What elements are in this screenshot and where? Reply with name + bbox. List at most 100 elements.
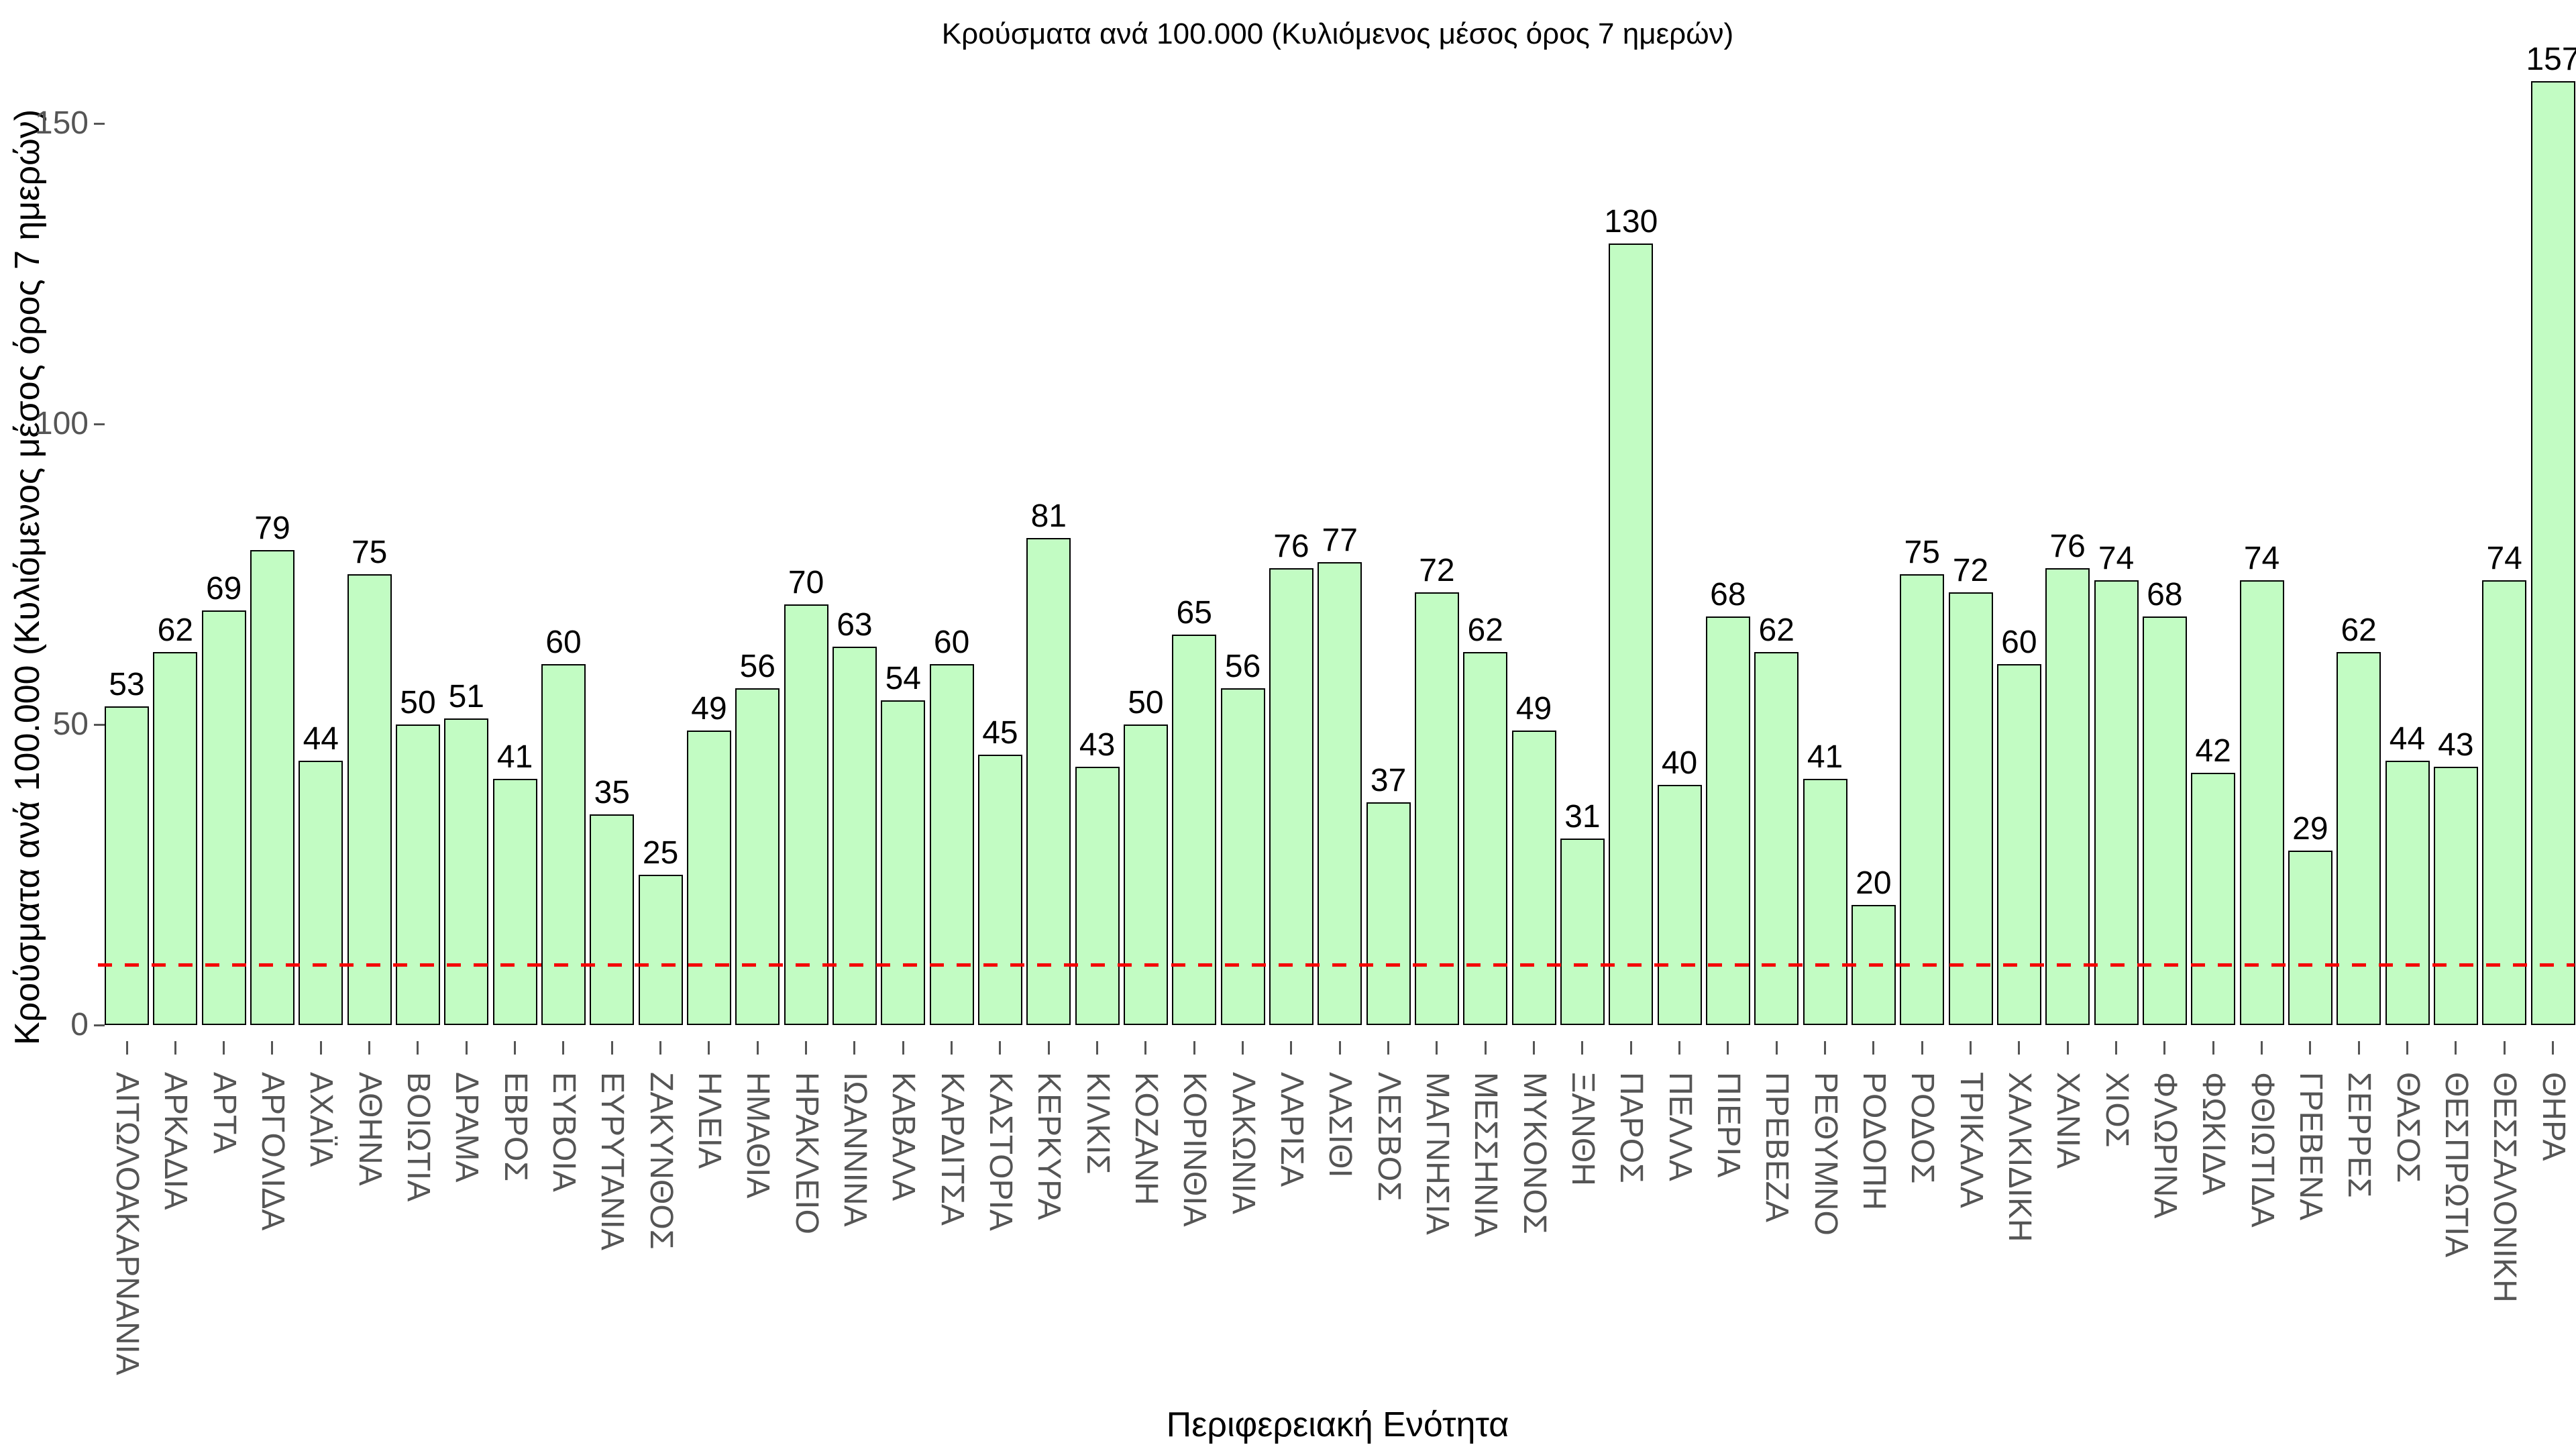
- bar-value-label: 44: [303, 720, 339, 757]
- x-tick-label: ΘΗΡΑ: [2535, 1072, 2571, 1161]
- x-axis-tick: [2406, 1041, 2408, 1055]
- x-tick-label: ΠΑΡΟΣ: [1613, 1072, 1650, 1183]
- bar: [1366, 802, 1411, 1025]
- x-axis-tick: [2212, 1041, 2214, 1055]
- x-axis-tick: [417, 1041, 419, 1055]
- bar: [1026, 538, 1071, 1025]
- bar-value-label: 81: [1030, 498, 1067, 535]
- x-tick-label: ΡΟΔΟΠΗ: [1856, 1072, 1892, 1211]
- y-tick-label: 100: [34, 406, 89, 441]
- x-tick-label: ΑΡΓΟΛΙΔΑ: [254, 1072, 290, 1231]
- bar: [2239, 580, 2284, 1025]
- bar: [1172, 634, 1217, 1025]
- bar-value-label: 60: [2001, 625, 2037, 661]
- x-tick-label: ΛΕΣΒΟΣ: [1371, 1072, 1407, 1201]
- bar-value-label: 62: [2341, 612, 2377, 649]
- x-tick-label: ΚΕΡΚΥΡΑ: [1031, 1072, 1067, 1220]
- x-axis-tick: [1338, 1041, 1341, 1055]
- bar: [735, 688, 780, 1025]
- x-axis-tick: [853, 1041, 856, 1055]
- x-tick-label: ΛΑΣΙΘΙ: [1322, 1072, 1358, 1178]
- x-tick-label: ΡΟΔΟΣ: [1904, 1072, 1941, 1184]
- x-tick-label: ΑΡΤΑ: [206, 1072, 242, 1154]
- bar-value-label: 72: [1952, 552, 1989, 588]
- x-axis-tick: [2066, 1041, 2069, 1055]
- x-tick-label: ΦΘΙΩΤΙΔΑ: [2244, 1072, 2280, 1228]
- x-tick-label: ΓΡΕΒΕΝΑ: [2292, 1072, 2328, 1221]
- x-axis-tick: [125, 1041, 128, 1055]
- bar: [1900, 574, 1945, 1025]
- x-tick-label: ΕΒΡΟΣ: [497, 1072, 533, 1182]
- bar: [2191, 772, 2236, 1025]
- y-axis-title: Κρούσματα ανά 100.000 (Κυλιόμενος μέσος …: [8, 109, 47, 1045]
- bar: [2094, 580, 2139, 1025]
- x-tick-label: ΗΜΑΘΙΑ: [740, 1072, 776, 1199]
- bar-value-label: 56: [1224, 649, 1261, 685]
- x-tick-label: ΗΛΕΙΑ: [691, 1072, 727, 1169]
- bar: [832, 646, 877, 1025]
- x-tick-label: ΠΡΕΒΕΖΑ: [1759, 1072, 1795, 1223]
- x-axis-tick: [2163, 1041, 2166, 1055]
- x-axis-tick: [1484, 1041, 1487, 1055]
- x-tick-label: ΑΡΚΑΔΙΑ: [158, 1072, 194, 1210]
- x-axis-tick: [1872, 1041, 1875, 1055]
- x-axis-tick: [514, 1041, 517, 1055]
- bar: [492, 778, 537, 1025]
- bar: [2482, 580, 2527, 1025]
- x-axis-tick: [2115, 1041, 2118, 1055]
- bar-value-label: 75: [351, 535, 388, 570]
- y-axis-tick: [94, 1024, 105, 1026]
- x-axis-tick: [1387, 1041, 1390, 1055]
- bar-value-label: 42: [2195, 733, 2231, 769]
- x-axis-tick: [2552, 1041, 2554, 1055]
- x-axis-tick: [1290, 1041, 1293, 1055]
- bar-value-label: 77: [1322, 523, 1358, 559]
- bar: [1511, 730, 1556, 1025]
- x-axis-tick: [1727, 1041, 1729, 1055]
- x-axis-tick: [1533, 1041, 1536, 1055]
- bar-value-label: 41: [1807, 739, 1843, 775]
- x-axis-tick: [2018, 1041, 2021, 1055]
- x-tick-label: ΣΕΡΡΕΣ: [2341, 1072, 2377, 1198]
- x-tick-label: ΧΑΝΙΑ: [2050, 1072, 2086, 1169]
- x-axis-tick: [465, 1041, 468, 1055]
- bar: [347, 574, 392, 1025]
- bar-value-label: 50: [400, 685, 436, 720]
- bar: [1609, 244, 1654, 1025]
- bar: [1414, 592, 1459, 1025]
- x-axis-tick: [271, 1041, 274, 1055]
- x-axis-tick: [1775, 1041, 1778, 1055]
- bar: [1075, 766, 1120, 1025]
- x-tick-label: ΠΕΛΛΑ: [1662, 1072, 1698, 1181]
- bar-value-label: 50: [1128, 685, 1164, 720]
- bar-value-label: 62: [1758, 612, 1794, 649]
- x-axis-tick: [999, 1041, 1002, 1055]
- bar-value-label: 72: [1419, 552, 1455, 588]
- bar-value-label: 130: [1604, 204, 1658, 240]
- x-axis-tick: [2357, 1041, 2360, 1055]
- bar: [2142, 616, 2187, 1025]
- x-axis-tick: [2503, 1041, 2506, 1055]
- bar: [1220, 688, 1265, 1025]
- bar: [105, 706, 149, 1025]
- bar-value-label: 53: [109, 667, 145, 703]
- x-tick-label: ΧΑΛΚΙΔΙΚΗ: [2001, 1072, 2037, 1242]
- x-axis-tick: [902, 1041, 904, 1055]
- x-axis-tick: [223, 1041, 225, 1055]
- bar-value-label: 65: [1176, 594, 1212, 631]
- bar-value-label: 60: [933, 625, 970, 661]
- bar-value-label: 62: [1467, 612, 1503, 649]
- x-axis-tick: [174, 1041, 176, 1055]
- bar: [250, 550, 294, 1025]
- bar: [1560, 839, 1605, 1025]
- bar: [977, 754, 1022, 1025]
- bar-value-label: 63: [837, 606, 873, 643]
- x-axis-tick: [1921, 1041, 1923, 1055]
- x-axis-tick: [659, 1041, 662, 1055]
- bar: [590, 814, 635, 1025]
- bar: [1269, 568, 1313, 1025]
- bar-value-label: 74: [2098, 540, 2135, 576]
- x-tick-label: ΧΙΟΣ: [2098, 1072, 2135, 1148]
- y-tick-label: 150: [34, 105, 89, 141]
- x-tick-label: ΛΑΚΩΝΙΑ: [1225, 1072, 1261, 1214]
